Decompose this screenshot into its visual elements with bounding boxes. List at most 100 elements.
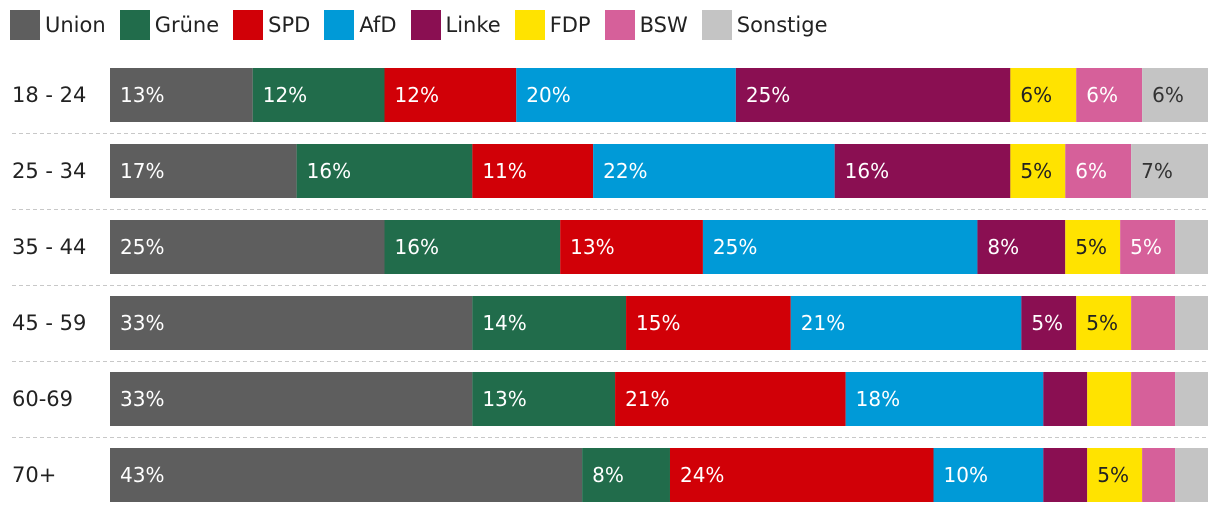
data-label-bsw-18-24: 6% (1086, 83, 1118, 107)
bar-segment-linke-25-34 (834, 144, 1011, 198)
row-label-45-59: 45 - 59 (12, 311, 86, 335)
data-label-afd-45-59: 21% (801, 311, 845, 335)
data-label-gruene-35-44: 16% (395, 235, 439, 259)
bar-segment-linke-35-44 (977, 220, 1066, 274)
legend-swatch-union (10, 10, 40, 40)
bar-segment-afd-18-24 (516, 68, 736, 122)
bar-segment-spd-45-59 (626, 296, 791, 350)
bar-segment-afd-60-69 (845, 372, 1044, 426)
bar-row-25-34: 25 - 34 17% 16% 11% 22% 16% 5% 6% 7% (12, 144, 1208, 198)
bar-segment-sonstige-70 (1175, 448, 1208, 502)
data-label-sonstige-25-34: 7% (1141, 159, 1173, 183)
data-label-spd-18-24: 12% (395, 83, 439, 107)
bar-segment-afd-35-44 (702, 220, 978, 274)
bar-segment-sonstige-35-44 (1175, 220, 1208, 274)
data-label-gruene-18-24: 12% (263, 83, 307, 107)
legend-label-bsw: BSW (639, 13, 688, 37)
data-label-linke-45-59: 5% (1031, 311, 1063, 335)
data-label-linke-18-24: 25% (746, 83, 790, 107)
bar-row-45-59: 45 - 59 33% 14% 15% 21% 5% 5% (12, 296, 1208, 350)
data-label-union-25-34: 17% (120, 159, 164, 183)
bar-segment-linke-70 (1043, 448, 1088, 502)
bar-segment-fdp-18-24 (1010, 68, 1077, 122)
bar-segment-spd-60-69 (615, 372, 846, 426)
data-label-afd-18-24: 20% (526, 83, 570, 107)
legend-swatch-afd (324, 10, 355, 40)
bar-segment-union-35-44 (110, 220, 385, 274)
data-label-fdp-45-59: 5% (1086, 311, 1118, 335)
legend-item-afd: AfD (324, 10, 397, 40)
data-label-fdp-25-34: 5% (1020, 159, 1052, 183)
legend-swatch-fdp (514, 10, 545, 40)
row-label-35-44: 35 - 44 (12, 235, 86, 259)
legend: Union Grüne SPD AfD Linke FDP BSW Sonstige (10, 8, 842, 42)
bar-segment-fdp-45-59 (1076, 296, 1132, 350)
legend-item-union: Union (10, 10, 106, 40)
legend-swatch-bsw (604, 10, 635, 40)
bar-segment-fdp-60-69 (1087, 372, 1132, 426)
legend-label-linke: Linke (445, 13, 501, 37)
bar-segment-sonstige-45-59 (1175, 296, 1208, 350)
data-label-union-35-44: 25% (120, 235, 164, 259)
legend-swatch-sonstige (701, 10, 732, 40)
bar-segment-sonstige-60-69 (1175, 372, 1208, 426)
data-label-sonstige-18-24: 6% (1152, 83, 1184, 107)
data-label-gruene-60-69: 13% (482, 387, 526, 411)
data-label-union-60-69: 33% (120, 387, 164, 411)
bar-segment-fdp-35-44 (1065, 220, 1121, 274)
data-label-afd-25-34: 22% (603, 159, 647, 183)
data-label-spd-70: 24% (680, 463, 724, 487)
row-label-60-69: 60-69 (12, 387, 73, 411)
data-label-fdp-18-24: 6% (1020, 83, 1052, 107)
bar-segment-bsw-70 (1142, 448, 1176, 502)
data-label-fdp-35-44: 5% (1075, 235, 1107, 259)
bar-segment-union-60-69 (110, 372, 473, 426)
row-label-25-34: 25 - 34 (12, 159, 86, 183)
bar-segment-gruene-25-34 (296, 144, 473, 198)
legend-swatch-spd (233, 10, 264, 40)
bar-segment-spd-35-44 (560, 220, 703, 274)
legend-label-gruene: Grüne (154, 13, 220, 37)
bar-segment-fdp-70 (1087, 448, 1143, 502)
data-label-linke-35-44: 8% (987, 235, 1019, 259)
data-label-gruene-70: 8% (592, 463, 624, 487)
data-label-spd-25-34: 11% (482, 159, 526, 183)
legend-item-linke: Linke (410, 10, 501, 40)
data-label-union-18-24: 13% (120, 83, 164, 107)
bar-row-35-44: 35 - 44 25% 16% 13% 25% 8% 5% 5% (12, 220, 1208, 274)
legend-label-fdp: FDP (549, 13, 591, 37)
legend-item-sonstige: Sonstige (701, 10, 828, 40)
bar-segment-linke-60-69 (1043, 372, 1088, 426)
data-label-union-70: 43% (120, 463, 164, 487)
bar-segment-linke-18-24 (735, 68, 1011, 122)
bar-segment-union-70 (110, 448, 583, 502)
bar-segment-afd-25-34 (593, 144, 835, 198)
bar-segment-spd-18-24 (384, 68, 517, 122)
bar-segment-union-18-24 (110, 68, 253, 122)
bar-segment-spd-25-34 (472, 144, 594, 198)
bar-segment-afd-45-59 (790, 296, 1022, 350)
data-label-afd-35-44: 25% (713, 235, 757, 259)
bar-segment-bsw-18-24 (1076, 68, 1143, 122)
legend-item-gruene: Grüne (119, 10, 220, 40)
data-label-fdp-70: 5% (1097, 463, 1129, 487)
legend-label-afd: AfD (359, 13, 397, 37)
bar-segment-gruene-35-44 (384, 220, 561, 274)
legend-label-sonstige: Sonstige (736, 13, 828, 37)
bar-row-60-69: 60-69 33% 13% 21% 18% (12, 372, 1208, 426)
data-label-spd-45-59: 15% (636, 311, 680, 335)
bar-segment-bsw-25-34 (1065, 144, 1132, 198)
legend-item-spd: SPD (233, 10, 310, 40)
data-label-gruene-25-34: 16% (307, 159, 351, 183)
legend-label-union: Union (45, 13, 106, 37)
legend-item-bsw: BSW (604, 10, 688, 40)
data-label-afd-70: 10% (944, 463, 988, 487)
bar-segment-linke-45-59 (1021, 296, 1077, 350)
legend-item-fdp: FDP (514, 10, 591, 40)
data-label-spd-35-44: 13% (570, 235, 614, 259)
bar-segment-afd-70 (933, 448, 1044, 502)
row-label-70: 70+ (12, 463, 56, 487)
bar-segment-gruene-60-69 (472, 372, 616, 426)
data-label-bsw-25-34: 6% (1075, 159, 1107, 183)
